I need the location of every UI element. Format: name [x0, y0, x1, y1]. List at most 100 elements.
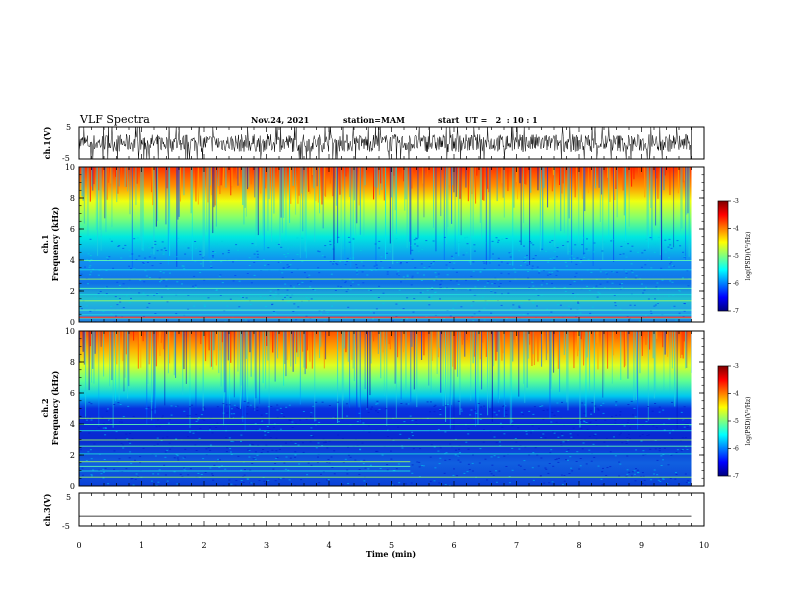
spec-speckle: [381, 267, 384, 269]
spec-speckle: [406, 318, 409, 320]
spec-band-line: [79, 260, 692, 261]
spec-streak: [593, 331, 595, 413]
spec-speckle: [526, 264, 529, 266]
spec-streak: [364, 167, 366, 186]
spec-speckle: [125, 433, 128, 435]
spec-speckle: [521, 413, 524, 415]
spec-speckle: [281, 411, 284, 413]
spec1-ytick-label: 6: [70, 225, 75, 234]
spec-speckle: [367, 468, 370, 470]
spec-speckle: [225, 437, 228, 439]
spec-speckle: [569, 433, 572, 435]
x-tick-label: 8: [576, 541, 581, 550]
spec-streak: [142, 167, 144, 251]
spec-speckle: [127, 405, 130, 407]
spec-speckle: [601, 484, 604, 486]
spec-speckle: [421, 291, 424, 293]
spec-speckle: [670, 247, 673, 249]
spec-speckle: [360, 418, 362, 420]
spec-speckle: [323, 256, 326, 258]
spec-speckle: [305, 418, 308, 420]
spec-speckle: [532, 479, 535, 481]
spec-speckle: [134, 459, 136, 461]
spec-speckle: [219, 294, 222, 296]
spec-streak: [481, 167, 483, 240]
spec-streak: [471, 167, 473, 194]
spec-speckle: [195, 287, 197, 289]
spec-speckle: [585, 248, 588, 250]
spec-speckle: [682, 420, 685, 422]
spec-streak: [218, 331, 220, 374]
spec-speckle: [97, 293, 100, 295]
spec-streak: [523, 167, 525, 224]
spec-speckle: [656, 282, 659, 284]
spec-streak: [529, 167, 531, 265]
spec-streak: [265, 167, 267, 189]
spec-speckle: [419, 448, 422, 450]
spec-streak: [248, 167, 250, 188]
spec-band-line: [79, 461, 411, 463]
spec-streak: [140, 331, 142, 368]
spec-speckle: [104, 427, 107, 429]
spec-speckle: [658, 406, 661, 408]
spec-speckle: [362, 463, 365, 465]
cbar1-tick-label: -3: [733, 198, 739, 205]
spec-streak: [459, 331, 461, 415]
spec-speckle: [534, 447, 537, 449]
spec-speckle: [625, 256, 628, 258]
spec-speckle: [337, 236, 340, 238]
spec-speckle: [504, 405, 507, 407]
spec-speckle: [221, 282, 224, 284]
spec-speckle: [230, 417, 233, 419]
spec-speckle: [683, 406, 686, 408]
spec-speckle: [625, 440, 628, 442]
spec-speckle: [309, 416, 312, 418]
spec-streak: [383, 167, 385, 201]
spec-speckle: [686, 427, 689, 428]
spec-streak: [405, 331, 407, 394]
spec-speckle: [569, 258, 572, 260]
spec-speckle: [168, 442, 171, 444]
spec-speckle: [530, 242, 533, 244]
spec-speckle: [386, 436, 389, 437]
spec-speckle: [253, 274, 256, 276]
spec-streak: [334, 167, 336, 178]
spec-speckle: [151, 409, 154, 411]
spec-speckle: [176, 483, 179, 485]
spec-speckle: [287, 248, 290, 250]
spec-speckle: [346, 473, 349, 475]
spec-streak: [367, 331, 369, 410]
spec-speckle: [404, 483, 407, 485]
spec-speckle: [306, 277, 309, 279]
spec-speckle: [103, 471, 105, 473]
spec-speckle: [191, 404, 194, 406]
spec-streak: [364, 331, 366, 390]
spec-speckle: [400, 262, 402, 263]
spec-speckle: [537, 465, 540, 467]
spec-speckle: [400, 403, 403, 404]
spec-streak: [163, 331, 165, 350]
spec-speckle: [176, 457, 179, 459]
spec-streak: [305, 167, 307, 259]
spec-streak: [392, 167, 394, 265]
spec-streak: [217, 331, 219, 348]
spec-streak: [507, 167, 509, 192]
spec-speckle: [653, 251, 656, 253]
spec-speckle: [238, 307, 241, 309]
spec-band-line: [79, 424, 692, 425]
spec-speckle: [423, 267, 426, 269]
spec-speckle: [187, 294, 190, 296]
spec-speckle: [621, 286, 624, 288]
spec-streak: [85, 331, 87, 420]
spec-streak: [203, 167, 205, 256]
spec-speckle: [129, 442, 132, 444]
spec-streak: [299, 331, 301, 405]
spec-speckle: [116, 281, 119, 283]
spec-speckle: [245, 297, 248, 299]
spec-speckle: [79, 449, 82, 451]
spec-speckle: [203, 297, 206, 299]
spec-speckle: [440, 287, 442, 289]
spec-speckle: [453, 262, 456, 264]
spec-streak: [671, 331, 673, 369]
spec-speckle: [345, 291, 348, 293]
